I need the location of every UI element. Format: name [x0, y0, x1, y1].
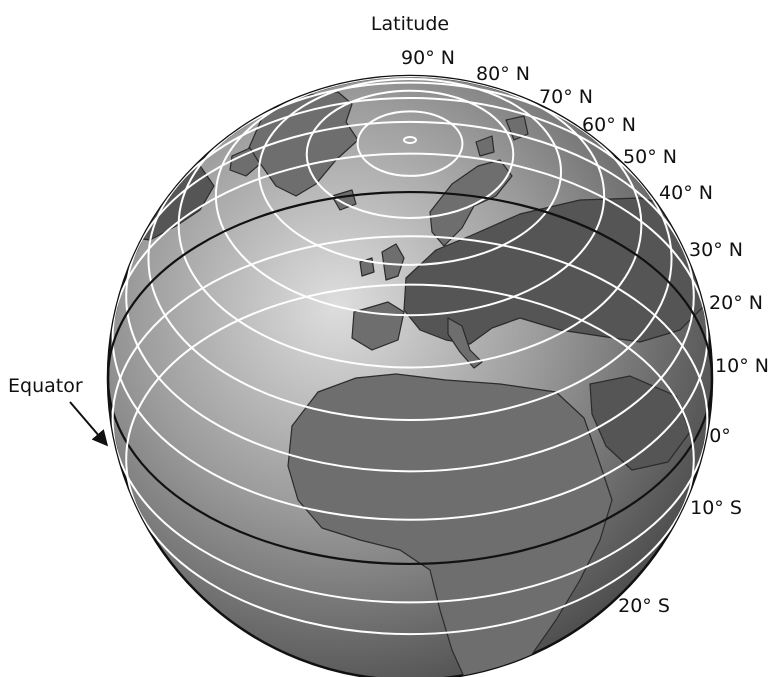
italy-landmass	[447, 317, 483, 369]
diagram-title: Latitude	[371, 13, 449, 35]
latitude-label: 60° N	[582, 114, 636, 136]
africa-landmass	[287, 373, 613, 677]
equator-callout-label: Equator	[8, 375, 83, 397]
latitude-label: 50° N	[623, 146, 677, 168]
latitude-line	[356, 110, 464, 177]
latitude-label: 0°	[709, 425, 731, 447]
arctic-island-landmass	[229, 147, 261, 177]
latitude-labels: 90° N 80° N 70° N 60° N 50° N 40° N 30° N 20° N…	[401, 47, 769, 617]
latitude-label: 90° N	[401, 47, 455, 69]
latitude-lines	[108, 76, 712, 636]
latitude-label: 40° N	[659, 182, 713, 204]
latitude-line	[111, 152, 709, 521]
latitude-line	[258, 77, 562, 266]
latitude-line	[305, 89, 515, 219]
latitude-label: 20° N	[709, 292, 763, 314]
latitude-label: 10° N	[715, 355, 769, 377]
latitude-label: 80° N	[476, 63, 530, 85]
british-isles-landmass	[381, 243, 405, 281]
latitude-label: 30° N	[689, 239, 743, 261]
latitude-label: 20° S	[618, 595, 670, 617]
latitude-line	[214, 76, 606, 317]
latitude-line	[177, 81, 643, 369]
latitude-line	[125, 120, 695, 473]
latitude-line	[403, 136, 417, 145]
latitude-line	[125, 283, 695, 636]
scandinavia-landmass	[429, 159, 513, 247]
latitude-line	[147, 96, 673, 422]
equator-callout-arrow	[69, 401, 109, 447]
svalbard-landmass	[475, 135, 495, 157]
latitude-label: 10° S	[690, 497, 742, 519]
equator-line	[108, 190, 712, 566]
arabia-landmass	[589, 375, 691, 471]
latitude-label: 70° N	[539, 86, 593, 108]
latitude-line	[111, 235, 709, 604]
